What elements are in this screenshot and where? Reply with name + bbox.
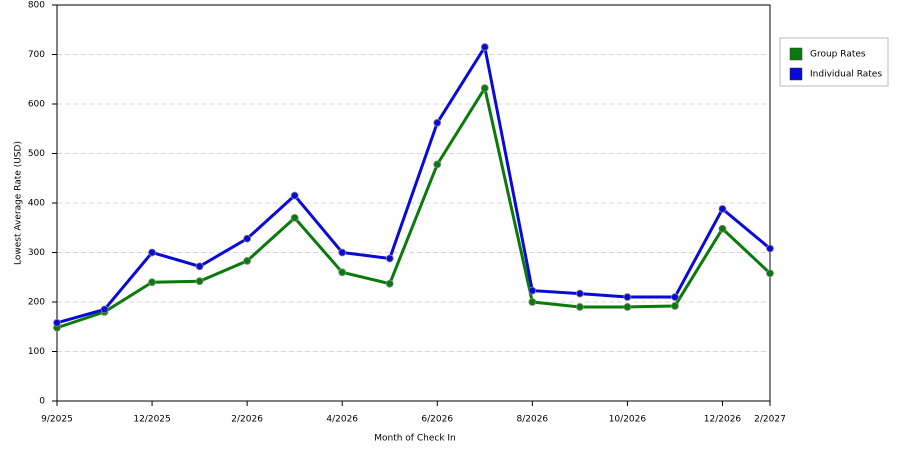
point [433,160,442,169]
point [766,244,774,253]
y-tick-label: 300 [28,248,45,258]
point [385,254,394,263]
point [148,248,156,257]
x-tick-label: 6/2026 [421,415,453,425]
point [433,118,442,127]
series-line [56,84,772,330]
y-tick-label: 700 [28,50,45,60]
legend-swatch [789,67,803,81]
y-tick-label: 0 [39,397,45,407]
x-tick-label: 12/2026 [704,415,742,425]
point [623,303,632,311]
y-tick-label: 800 [28,1,45,11]
point [195,262,204,271]
x-tick-label: 10/2026 [609,415,647,425]
point [338,248,347,257]
x-tick-label: 4/2026 [326,415,358,425]
point [480,43,489,51]
point [480,84,489,93]
x-tick-label: 8/2026 [516,415,548,425]
point [528,298,537,306]
point [53,318,61,327]
point [290,191,299,200]
point [100,305,109,314]
y-tick-label: 500 [28,149,45,159]
y-tick-label: 100 [28,347,45,357]
y-axis-label: Lowest Average Rate (USD) [14,141,24,265]
point [290,213,299,222]
point [575,303,584,311]
point [528,286,537,295]
point [195,277,204,286]
point [623,293,632,301]
x-axis-label: Month of Check In [374,434,456,444]
point [766,269,774,278]
point [718,224,727,233]
point [671,302,679,310]
legend-label: Individual Rates [810,70,882,80]
y-tick-label: 400 [28,199,45,209]
y-tick-label: 200 [28,298,45,308]
point [575,289,584,298]
x-tick-label: 9/2025 [41,415,73,425]
series-line [56,43,771,325]
point [243,234,252,243]
point [718,205,727,213]
x-tick-label: 12/2025 [133,415,170,425]
point [671,293,679,301]
x-tick-label: 2/2027 [754,415,786,425]
point [243,257,252,265]
point [385,279,394,288]
y-tick-label: 600 [28,100,45,110]
x-tick-label: 2/2026 [231,415,263,425]
point [148,278,156,287]
point [338,268,347,277]
legend-swatch [789,47,803,61]
plot-frame [56,4,771,402]
legend-label: Group Rates [810,50,866,60]
